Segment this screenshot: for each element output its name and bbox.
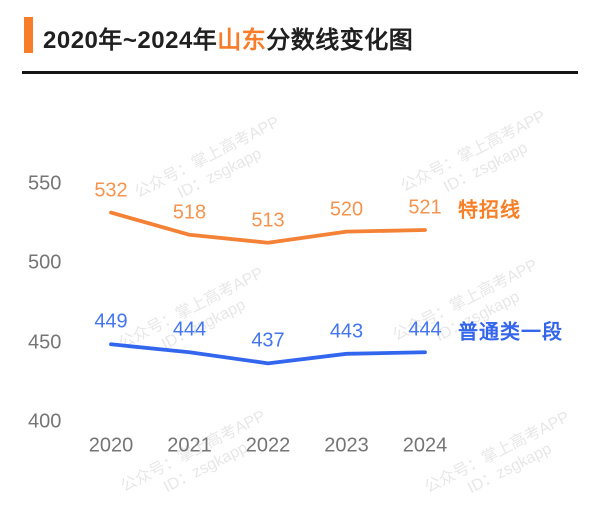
chart: 532 518 513 520 521 特招线 449 444 437 443 444 普通类一段 55…: [28, 172, 563, 457]
value-label: 449: [94, 310, 128, 333]
page-title: 2020年~2024年山东分数线变化图: [43, 20, 413, 55]
value-label: 437: [251, 329, 285, 352]
title-divider: [22, 71, 578, 74]
value-label: 444: [408, 318, 442, 341]
x-axis-tick: 2022: [245, 434, 291, 457]
value-label: 443: [329, 320, 364, 343]
y-axis-tick: 550: [28, 172, 62, 195]
legend-特招线: 特招线: [458, 199, 521, 222]
value-label: 513: [251, 209, 285, 232]
legend-普通类一段: 普通类一段: [458, 321, 563, 344]
value-label: 520: [329, 198, 364, 221]
title-suffix: 分数线变化图: [266, 27, 414, 54]
x-axis-tick: 2021: [167, 434, 212, 457]
line-chart-svg: [109, 210, 427, 366]
value-label: 532: [94, 179, 128, 202]
y-axis-tick: 450: [28, 331, 62, 354]
chart-header: 2020年~2024年山东分数线变化图: [0, 0, 600, 70]
value-label: 518: [172, 201, 207, 224]
title-accent-bar: [24, 17, 33, 53]
series-line-特招线: [109, 210, 427, 245]
x-axis-tick: 2023: [324, 434, 369, 457]
series-line-普通类一段: [109, 342, 427, 366]
x-axis-tick: 2020: [88, 434, 134, 457]
value-label: 444: [172, 318, 207, 341]
y-axis-tick: 400: [28, 410, 62, 433]
chart-page: 公众号：掌上高考APP ID：zsgkapp 公众号：掌上高考APP ID：zsgk…: [0, 0, 600, 498]
x-axis-tick: 2024: [402, 434, 448, 457]
value-label: 521: [408, 196, 442, 219]
y-axis-tick: 500: [28, 251, 62, 274]
title-region: 山东: [217, 27, 267, 54]
title-prefix: 2020年~2024年: [43, 27, 218, 54]
